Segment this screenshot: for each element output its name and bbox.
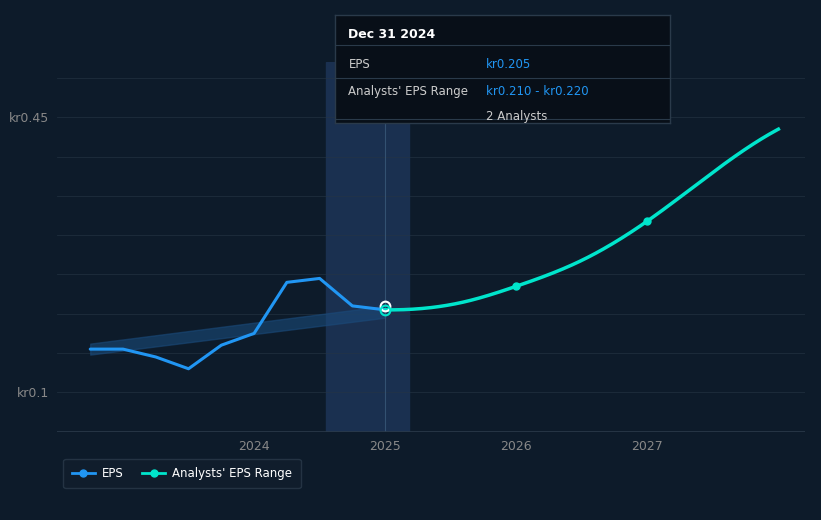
Legend: EPS, Analysts' EPS Range: EPS, Analysts' EPS Range: [63, 459, 300, 488]
Text: EPS: EPS: [348, 58, 370, 71]
Text: 2 Analysts: 2 Analysts: [486, 110, 547, 123]
Text: Analysts Forecasts: Analysts Forecasts: [389, 91, 499, 104]
Text: Actual: Actual: [344, 91, 381, 104]
Text: Dec 31 2024: Dec 31 2024: [348, 28, 436, 41]
Text: Analysts' EPS Range: Analysts' EPS Range: [348, 85, 469, 98]
Text: kr0.210 - kr0.220: kr0.210 - kr0.220: [486, 85, 589, 98]
Bar: [326, 62, 409, 432]
Text: kr0.205: kr0.205: [486, 58, 531, 71]
